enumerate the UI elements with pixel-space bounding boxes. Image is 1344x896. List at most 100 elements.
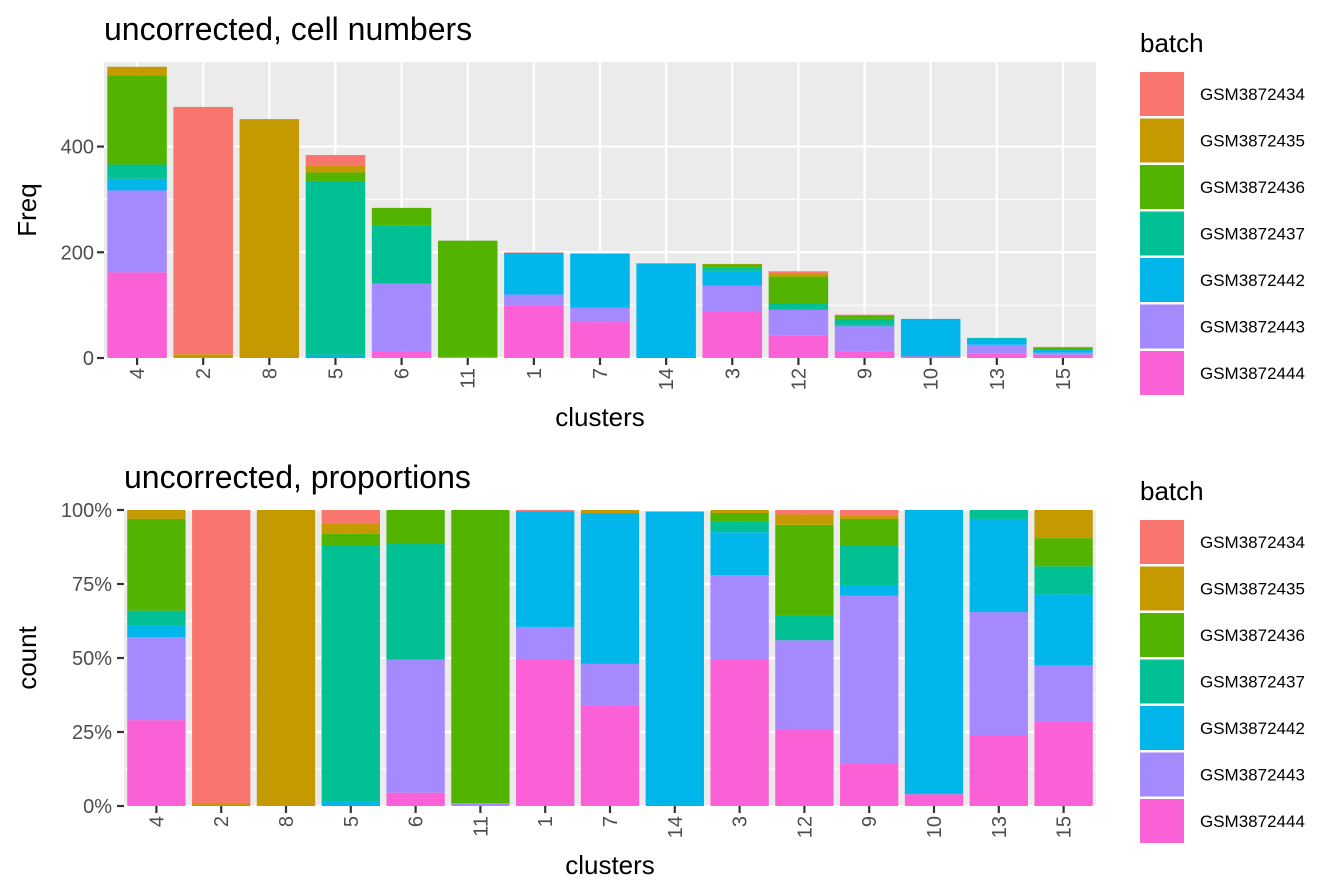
x-tick-label: 6	[392, 368, 414, 379]
bar-segment-5-GSM3872436	[321, 533, 380, 546]
x-tick-label: 4	[127, 368, 149, 379]
bar-segment-11-GSM3872443	[451, 803, 510, 806]
legend-key-GSM3872443	[1140, 304, 1184, 349]
bar-segment-2-GSM3872434	[173, 106, 233, 355]
bar-segment-9-GSM3872443	[840, 595, 899, 764]
bar-segment-3-GSM3872443	[702, 285, 763, 313]
bar-segment-12-GSM3872436	[768, 276, 829, 304]
x-tick-label: 5	[325, 368, 347, 379]
x-tick-label: 9	[855, 368, 877, 379]
bar-segment-6-GSM3872443	[386, 659, 445, 793]
legend-key-GSM3872434	[1140, 72, 1184, 116]
bar-segment-4-GSM3872436	[127, 518, 186, 611]
bottom-legend-title: batch	[1140, 476, 1204, 506]
y-tick-label: 25%	[72, 722, 112, 744]
y-tick-label: 75%	[72, 574, 112, 596]
top-y-ticks: 0 200 400	[61, 137, 104, 370]
bar-segment-15-GSM3872444	[1034, 721, 1093, 806]
legend-label-GSM3872436: GSM3872436	[1200, 626, 1305, 645]
bar-segment-13-GSM3872444	[969, 734, 1028, 806]
bar-segment-15-GSM3872435	[1033, 346, 1093, 348]
x-tick-label: 15	[1053, 368, 1075, 390]
legend-label-GSM3872434: GSM3872434	[1200, 85, 1305, 104]
bar-segment-6-GSM3872443	[371, 283, 432, 352]
x-tick-label: 6	[406, 816, 428, 827]
bar-segment-6-GSM3872436	[386, 510, 445, 545]
bar-segment-1-GSM3872443	[516, 626, 575, 660]
bar-segment-8-GSM3872435	[239, 119, 300, 358]
bar-segment-9-GSM3872435	[840, 515, 899, 519]
x-tick-label: 12	[788, 368, 810, 390]
legend-label-GSM3872443: GSM3872443	[1200, 766, 1305, 785]
x-tick-label: 1	[535, 816, 557, 827]
x-tick-label: 9	[859, 816, 881, 827]
y-tick-label: 400	[61, 137, 94, 159]
x-tick-label: 8	[259, 368, 281, 379]
bar-segment-6-GSM3872436	[371, 207, 432, 226]
x-tick-label: 4	[146, 816, 168, 827]
bar-segment-7-GSM3872435	[580, 510, 640, 513]
legend-key-GSM3872442	[1140, 706, 1184, 750]
legend-label-GSM3872435: GSM3872435	[1200, 580, 1305, 599]
y-tick-label: 50%	[72, 648, 112, 670]
top-bars	[107, 66, 1093, 358]
bar-segment-12-GSM3872443	[768, 309, 829, 336]
bar-segment-4-GSM3872435	[107, 66, 167, 76]
bar-segment-10-GSM3872444	[900, 356, 961, 358]
x-tick-label: 2	[211, 816, 233, 827]
bar-segment-4-GSM3872436	[107, 75, 167, 165]
legend-label-GSM3872443: GSM3872443	[1200, 318, 1305, 337]
bar-segment-15-GSM3872444	[1033, 354, 1093, 358]
legend-label-GSM3872436: GSM3872436	[1200, 178, 1305, 197]
legend-label-GSM3872444: GSM3872444	[1200, 364, 1305, 383]
bottom-legend: batch GSM3872434 GSM3872435 GSM3872436 GSM3…	[1140, 476, 1305, 843]
bar-segment-1-GSM3872442	[516, 511, 575, 627]
top-x-axis-label: clusters	[555, 402, 645, 432]
bar-segment-12-GSM3872434	[775, 510, 834, 515]
bar-segment-5-GSM3872435	[305, 165, 366, 173]
bar-segment-9-GSM3872436	[840, 518, 899, 546]
bar-segment-3-GSM3872437	[710, 521, 769, 533]
x-tick-label: 3	[730, 816, 752, 827]
bar-segment-11-GSM3872436	[437, 240, 498, 357]
legend-label-GSM3872444: GSM3872444	[1200, 812, 1305, 831]
bar-segment-11-GSM3872436	[451, 510, 510, 804]
chart-bottom: uncorrected, proportions 0% 25% 50% 75% 100%…	[12, 459, 1305, 880]
bar-segment-13-GSM3872442	[969, 518, 1028, 613]
bar-segment-9-GSM3872437	[834, 318, 895, 325]
bar-segment-5-GSM3872435	[321, 523, 380, 534]
x-tick-label: 12	[794, 816, 816, 838]
bar-segment-12-GSM3872436	[775, 524, 834, 616]
bar-segment-15-GSM3872437	[1034, 566, 1093, 595]
bar-segment-6-GSM3872444	[371, 351, 432, 358]
legend-key-GSM3872444	[1140, 799, 1184, 843]
x-tick-label: 14	[656, 368, 678, 390]
top-legend: batch GSM3872434 GSM3872435 GSM3872436 GSM3…	[1140, 28, 1305, 395]
bar-segment-12-GSM3872435	[768, 273, 829, 277]
bar-segment-3-GSM3872435	[702, 263, 763, 265]
y-tick-label: 0%	[83, 796, 112, 818]
bar-segment-13-GSM3872437	[967, 337, 1027, 339]
y-tick-label: 100%	[61, 500, 112, 522]
bar-segment-3-GSM3872443	[710, 575, 769, 660]
y-tick-label: 0	[83, 348, 94, 370]
bar-segment-5-GSM3872434	[321, 510, 380, 524]
bar-segment-1-GSM3872434	[516, 510, 575, 512]
bar-segment-3-GSM3872436	[710, 512, 769, 522]
bar-segment-14-GSM3872442	[645, 511, 704, 806]
bar-segment-9-GSM3872444	[834, 351, 895, 358]
bottom-chart-title: uncorrected, proportions	[124, 459, 471, 495]
bar-segment-3-GSM3872444	[710, 659, 769, 806]
bar-segment-10-GSM3872442	[900, 318, 961, 357]
x-tick-label: 7	[590, 368, 612, 379]
bar-segment-15-GSM3872436	[1034, 538, 1093, 567]
bar-segment-4-GSM3872442	[107, 178, 167, 191]
bar-segment-5-GSM3872442	[321, 801, 380, 806]
bar-segment-12-GSM3872435	[775, 514, 834, 525]
bar-segment-4-GSM3872443	[127, 637, 186, 721]
bar-segment-1-GSM3872434	[504, 252, 564, 253]
bar-segment-15-GSM3872443	[1034, 665, 1093, 722]
bottom-x-axis-label: clusters	[565, 850, 655, 880]
bar-segment-13-GSM3872442	[967, 338, 1027, 345]
